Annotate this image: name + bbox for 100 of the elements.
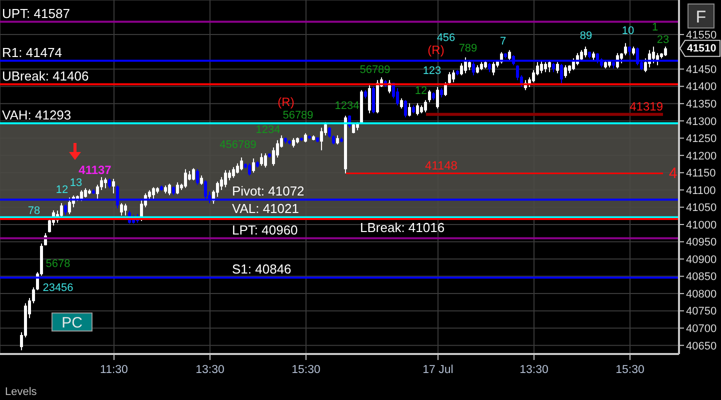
candlestick: [328, 126, 331, 138]
y-tick-label: 41050: [686, 202, 717, 214]
candlestick: [544, 62, 547, 73]
candlestick: [404, 100, 407, 118]
text: 41510: [687, 42, 716, 54]
annotation: 1234: [334, 100, 360, 112]
candlestick: [264, 152, 267, 168]
candlestick: [124, 203, 127, 216]
annotation: 89: [580, 30, 592, 42]
candlestick: [224, 170, 227, 188]
y-tick-label: 41300: [686, 116, 717, 128]
candlestick: [236, 162, 239, 174]
annotation: (R): [428, 43, 444, 57]
candlestick: [556, 62, 559, 74]
annotation: 5678: [46, 258, 70, 270]
candlestick: [176, 182, 179, 195]
candlestick: [196, 168, 199, 186]
annotation: 56789: [360, 64, 390, 76]
text: Levels: [5, 386, 38, 398]
x-tick-label: 13:30: [520, 364, 548, 376]
y-tick-label: 40900: [686, 254, 717, 266]
y-tick-label: 40650: [686, 340, 717, 352]
candlestick: [112, 178, 115, 194]
ref-line-label: UPT: 41587: [2, 6, 70, 21]
candlestick: [168, 183, 171, 196]
candlestick: [452, 70, 455, 83]
ref-line-label: 41148: [425, 158, 458, 172]
x-tick-label: 13:30: [196, 364, 224, 376]
candlestick: [508, 50, 511, 61]
y-tick-label: 41350: [686, 98, 717, 111]
annotation: 41137: [78, 163, 112, 177]
candlestick: [232, 166, 235, 178]
ref-line-label: 41319: [630, 99, 664, 114]
candlestick: [664, 46, 667, 56]
candlestick: [184, 168, 187, 188]
candlestick: [368, 84, 371, 114]
annotation: 123: [422, 65, 442, 77]
candlestick: [564, 64, 567, 78]
annotation: 456789: [220, 139, 256, 151]
candlestick: [320, 127, 323, 151]
annotation: 1234: [256, 124, 280, 136]
annotation: 7: [500, 36, 506, 48]
candlestick: [580, 50, 583, 61]
y-tick-label: 41150: [686, 168, 716, 180]
x-tick-label: 15:30: [616, 364, 644, 376]
candlestick: [104, 177, 107, 189]
y-tick-label: 41100: [686, 184, 716, 197]
y-tick-label: 41550: [686, 29, 717, 42]
candlestick: [240, 156, 243, 171]
candlestick: [108, 178, 111, 189]
candlestick: [652, 46, 655, 64]
annotation: 1: [652, 22, 658, 34]
text: F: [696, 8, 706, 26]
candlestick: [408, 102, 411, 117]
text: 4: [668, 165, 678, 182]
candlestick: [416, 102, 419, 116]
candlestick: [120, 202, 123, 216]
ref-line-label: LPT: 40960: [232, 222, 298, 238]
annotation: PC: [62, 314, 83, 332]
candlestick: [516, 64, 519, 81]
y-tick-label: 40750: [686, 306, 717, 318]
candlestick: [644, 58, 647, 73]
candlestick: [424, 100, 427, 113]
candlestick: [260, 152, 263, 166]
candlestick: [400, 98, 403, 109]
candlestick: [68, 197, 71, 215]
candlestick: [64, 204, 67, 216]
candlestick: [272, 146, 275, 166]
ref-line-label: LBreak: 41016: [360, 220, 445, 235]
x-tick-label: 17 Jul: [422, 364, 454, 376]
candlestick: [96, 184, 99, 201]
candlestick: [620, 52, 623, 64]
candlestick: [624, 42, 627, 56]
candlestick: [192, 168, 195, 181]
candlestick: [292, 138, 295, 148]
candlestick: [248, 162, 251, 176]
annotation: (R): [278, 95, 294, 109]
candlestick: [584, 46, 587, 58]
y-tick-label: 40850: [686, 271, 717, 284]
candlestick: [200, 174, 203, 186]
candlestick: [428, 90, 431, 103]
annotation: 10: [622, 25, 634, 37]
y-tick-label: 41000: [686, 219, 717, 232]
annotation: 23456: [42, 282, 74, 294]
candlestick: [228, 170, 231, 181]
x-tick-label: 15:30: [292, 364, 320, 376]
annotation: 23: [656, 34, 670, 46]
y-tick-label: 41250: [686, 133, 717, 146]
annotation: 12: [414, 85, 428, 97]
ref-line-label: S1: 40846: [232, 262, 292, 277]
y-tick-label: 40950: [686, 236, 717, 249]
annotation: 78: [28, 205, 40, 217]
y-tick-label: 41200: [686, 150, 717, 162]
annotation: 789: [458, 42, 478, 54]
annotation: 12: [56, 184, 68, 196]
candlestick: [532, 70, 535, 83]
candlestick: [220, 176, 223, 190]
candlestick: [560, 63, 563, 84]
candlestick: [84, 188, 87, 198]
y-tick-label: 40800: [686, 288, 717, 300]
